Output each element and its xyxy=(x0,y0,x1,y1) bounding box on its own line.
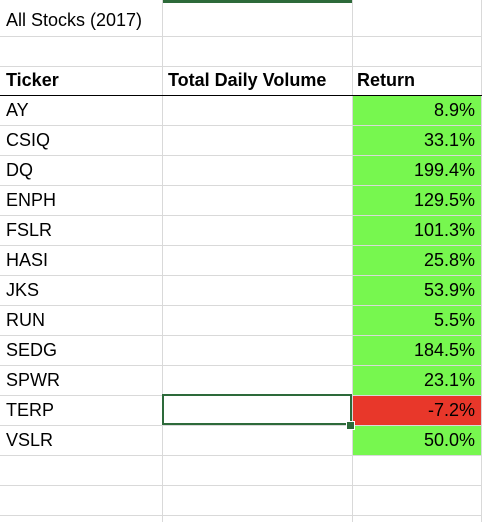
ticker-cell[interactable]: SEDG xyxy=(6,340,58,360)
title-row: All Stocks (2017) xyxy=(0,7,482,37)
table-row: SEDG 184.5% xyxy=(0,336,482,366)
volume-cell[interactable] xyxy=(163,366,352,395)
table-row: ENPH 129.5% xyxy=(0,186,482,216)
table-row: DQ 199.4% xyxy=(0,156,482,186)
return-cell[interactable]: 25.8% xyxy=(353,246,481,275)
gridline-col-c xyxy=(352,0,353,522)
column-selection-accent xyxy=(162,0,352,3)
ticker-cell[interactable]: SPWR xyxy=(6,370,60,390)
table-row: JKS 53.9% xyxy=(0,276,482,306)
header-row: Ticker Total Daily Volume Return xyxy=(0,66,482,96)
return-cell[interactable]: 129.5% xyxy=(353,186,481,215)
return-cell[interactable]: 199.4% xyxy=(353,156,481,185)
cell-b1[interactable] xyxy=(163,7,352,36)
volume-cell[interactable] xyxy=(163,186,352,215)
cell-c2[interactable] xyxy=(353,37,481,66)
volume-cell[interactable] xyxy=(163,306,352,335)
return-cell[interactable]: 5.5% xyxy=(353,306,481,335)
selected-cell-terp-volume[interactable] xyxy=(162,394,352,425)
return-cell[interactable]: 184.5% xyxy=(353,336,481,365)
table-row: TERP -7.2% xyxy=(0,396,482,426)
table-row: VSLR 50.0% xyxy=(0,426,482,456)
volume-cell[interactable] xyxy=(163,426,352,455)
volume-cell[interactable] xyxy=(163,216,352,245)
table-row: RUN 5.5% xyxy=(0,306,482,336)
return-cell[interactable]: -7.2% xyxy=(353,396,481,425)
ticker-cell[interactable]: DQ xyxy=(6,160,33,180)
cell-empty[interactable] xyxy=(6,486,158,515)
cell-empty[interactable] xyxy=(6,456,158,485)
empty-row xyxy=(0,37,482,67)
cell-a2[interactable] xyxy=(6,37,158,66)
ticker-cell[interactable]: AY xyxy=(6,100,29,120)
return-cell[interactable]: 8.9% xyxy=(353,96,481,125)
ticker-cell[interactable]: FSLR xyxy=(6,220,53,240)
empty-row xyxy=(0,486,482,516)
volume-cell[interactable] xyxy=(163,96,352,125)
volume-cell[interactable] xyxy=(163,336,352,365)
ticker-cell[interactable]: JKS xyxy=(6,280,40,300)
return-cell[interactable]: 33.1% xyxy=(353,126,481,155)
volume-cell[interactable] xyxy=(163,276,352,305)
table-row: CSIQ 33.1% xyxy=(0,126,482,156)
header-ticker[interactable]: Ticker xyxy=(6,70,59,90)
volume-cell[interactable] xyxy=(163,246,352,275)
cell-c1[interactable] xyxy=(353,7,481,36)
ticker-cell[interactable]: RUN xyxy=(6,310,45,330)
table-row: SPWR 23.1% xyxy=(0,366,482,396)
table-row: FSLR 101.3% xyxy=(0,216,482,246)
volume-cell[interactable] xyxy=(163,126,352,155)
title-cell[interactable]: All Stocks (2017) xyxy=(6,10,143,30)
ticker-cell[interactable]: TERP xyxy=(6,400,55,420)
table-row: HASI 25.8% xyxy=(0,246,482,276)
ticker-cell[interactable]: CSIQ xyxy=(6,130,51,150)
empty-row xyxy=(0,456,482,486)
gridline-col-b xyxy=(162,0,163,522)
return-cell[interactable]: 50.0% xyxy=(353,426,481,455)
ticker-cell[interactable]: ENPH xyxy=(6,190,57,210)
ticker-cell[interactable]: HASI xyxy=(6,250,49,270)
return-cell[interactable]: 53.9% xyxy=(353,276,481,305)
table-row: AY 8.9% xyxy=(0,96,482,126)
header-return[interactable]: Return xyxy=(357,70,415,90)
ticker-cell[interactable]: VSLR xyxy=(6,430,54,450)
cell-b2[interactable] xyxy=(163,37,352,66)
volume-cell[interactable] xyxy=(163,156,352,185)
return-cell[interactable]: 101.3% xyxy=(353,216,481,245)
fill-handle[interactable] xyxy=(346,421,355,430)
header-total-daily-volume[interactable]: Total Daily Volume xyxy=(168,70,327,90)
return-cell[interactable]: 23.1% xyxy=(353,366,481,395)
